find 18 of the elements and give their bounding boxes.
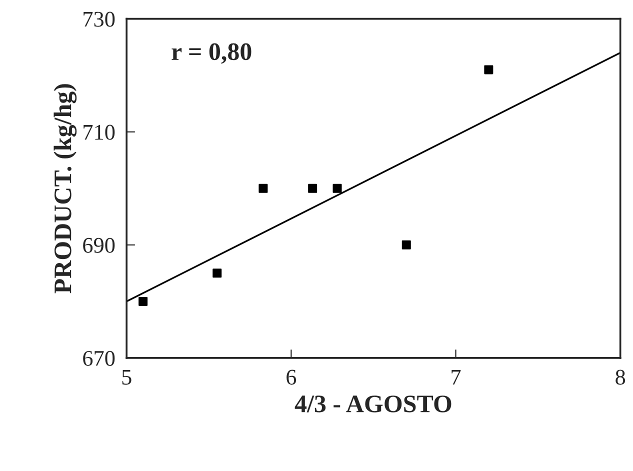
point [402, 240, 411, 250]
y-tick-label: 730 [84, 12, 115, 27]
x-axis-title: 4/3 - AGOSTO [294, 396, 452, 412]
x-tick-label: 7 [452, 370, 461, 384]
x-tick-label: 6 [286, 370, 296, 385]
point [484, 65, 494, 74]
x-tick-label: 8 [616, 370, 626, 385]
y-tick-label: 710 [84, 124, 115, 140]
y-tick-label: 670 [83, 350, 115, 366]
y-axis-title: PRODUCT. (kg/hg) [54, 84, 77, 294]
point [258, 184, 268, 193]
y-tick-label: 690 [83, 238, 115, 253]
x-tick-label: 5 [122, 370, 132, 385]
annotation: r = 0,80 [172, 43, 252, 64]
point [308, 184, 318, 193]
point [138, 296, 148, 306]
point [212, 268, 222, 278]
point [332, 184, 342, 193]
